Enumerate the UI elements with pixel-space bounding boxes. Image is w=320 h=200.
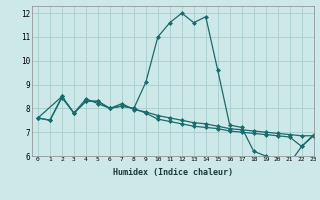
- X-axis label: Humidex (Indice chaleur): Humidex (Indice chaleur): [113, 168, 233, 177]
